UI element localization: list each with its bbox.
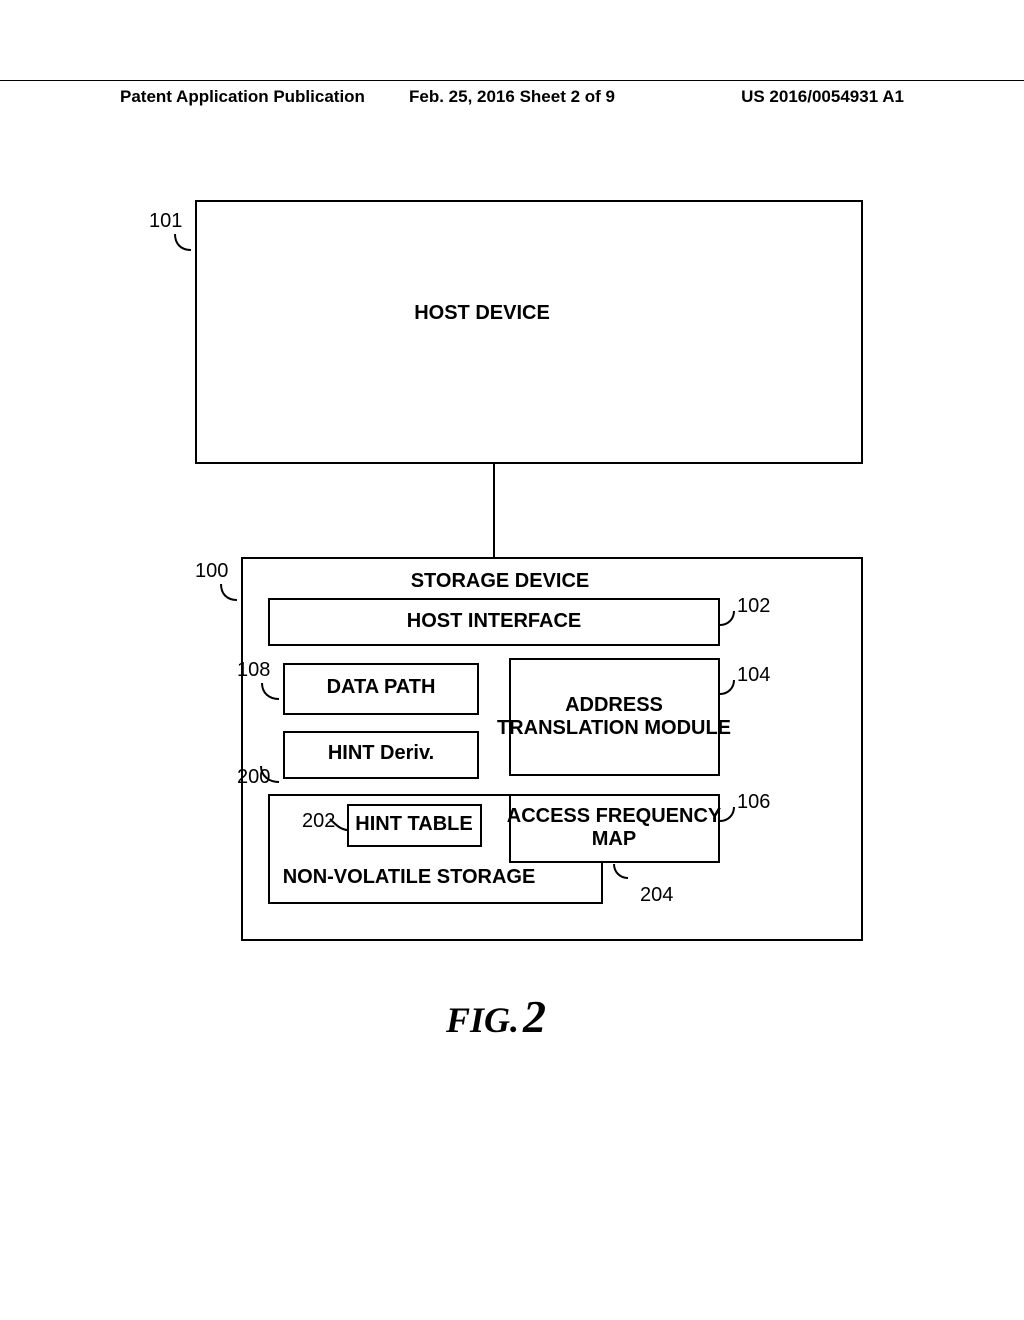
diagram-area: HOST DEVICE STORAGE DEVICE HOST INTERFAC…	[0, 0, 1024, 1320]
ref-204-lead	[0, 0, 1024, 1320]
figure-caption: FIG. 2	[446, 990, 546, 1043]
figure-caption-fig: FIG.	[446, 1000, 519, 1040]
figure-caption-num: 2	[523, 991, 546, 1042]
page: Patent Application Publication Feb. 25, …	[0, 0, 1024, 1320]
